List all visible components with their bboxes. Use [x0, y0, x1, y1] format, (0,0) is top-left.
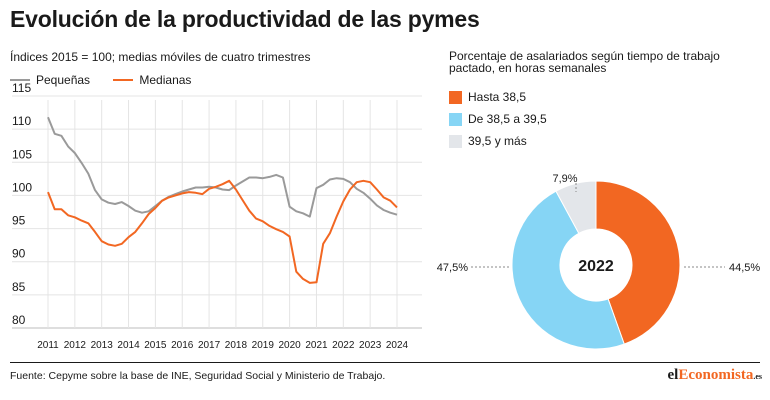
- x-tick-label: 2017: [198, 340, 221, 351]
- logo-middle: Economista: [678, 367, 754, 383]
- x-tick-label: 2014: [117, 340, 140, 351]
- series-line-medianas: [47, 179, 398, 284]
- y-tick-label: 80: [12, 313, 26, 327]
- legend-label-hasta: Hasta 38,5: [468, 90, 527, 104]
- publisher-logo: elEconomista.es: [668, 367, 763, 384]
- y-tick-label: 90: [12, 247, 26, 261]
- legend-item-medianas: Medianas: [113, 73, 191, 87]
- legend-item-mas: 39,5 y más: [449, 134, 547, 148]
- legend-item-hasta: Hasta 38,5: [449, 90, 547, 104]
- x-tick-label: 2013: [91, 340, 114, 351]
- data-label-mas: 7,9%: [552, 173, 577, 185]
- y-tick-label: 95: [12, 214, 26, 228]
- donut-chart-subtitle: Porcentaje de asalariados según tiempo d…: [449, 49, 720, 75]
- legend-swatch-mas: [449, 134, 462, 148]
- source-note: Fuente: Cepyme sobre la base de INE, Seg…: [10, 370, 386, 382]
- x-tick-label: 2019: [252, 340, 275, 351]
- donut-chart-legend: Hasta 38,5 De 38,5 a 39,5 39,5 y más: [449, 90, 547, 156]
- x-tick-label: 2021: [305, 340, 328, 351]
- y-tick-label: 105: [12, 147, 32, 161]
- legend-swatch-medianas: [113, 79, 134, 81]
- footer-divider: [10, 362, 760, 363]
- legend-label-de: De 38,5 a 39,5: [468, 112, 547, 126]
- donut-center-label: 2022: [578, 258, 614, 275]
- donut-slice-de: [511, 190, 625, 350]
- logo-suffix: .es: [753, 372, 762, 381]
- x-tick-label: 2015: [144, 340, 167, 351]
- donut-slice-mas: [555, 180, 597, 235]
- x-tick-label: 2022: [332, 340, 355, 351]
- y-tick-label: 110: [12, 114, 31, 128]
- y-tick-label: 115: [12, 81, 31, 95]
- x-tick-label: 2024: [386, 340, 409, 351]
- line-chart-subtitle: Índices 2015 = 100; medias móviles de cu…: [10, 50, 311, 64]
- legend-swatch-de: [449, 112, 462, 126]
- x-tick-label: 2018: [225, 340, 248, 351]
- donut-slice-hasta: [595, 180, 681, 345]
- line-chart-legend: Pequeñas Medianas: [10, 70, 211, 87]
- legend-swatch-hasta: [449, 90, 462, 104]
- legend-label-mas: 39,5 y más: [468, 134, 527, 148]
- legend-label-medianas: Medianas: [139, 73, 192, 87]
- chart-title: Evolución de la productividad de las pym…: [10, 6, 480, 32]
- legend-swatch-pequenas: [10, 79, 30, 81]
- data-label-de: 47,5%: [437, 262, 468, 274]
- legend-label-pequenas: Pequeñas: [36, 73, 91, 87]
- series-line-pequenas: [47, 116, 398, 218]
- legend-item-de: De 38,5 a 39,5: [449, 112, 547, 126]
- legend-item-pequenas: Pequeñas: [10, 73, 90, 87]
- x-tick-label: 2023: [359, 340, 382, 351]
- x-tick-label: 2012: [64, 340, 87, 351]
- logo-prefix: el: [667, 367, 679, 383]
- data-label-hasta: 44,5%: [729, 262, 760, 274]
- x-tick-label: 2020: [278, 340, 301, 351]
- x-tick-label: 2016: [171, 340, 194, 351]
- y-tick-label: 100: [12, 180, 32, 194]
- y-tick-label: 85: [12, 280, 26, 294]
- x-tick-label: 2011: [37, 340, 59, 351]
